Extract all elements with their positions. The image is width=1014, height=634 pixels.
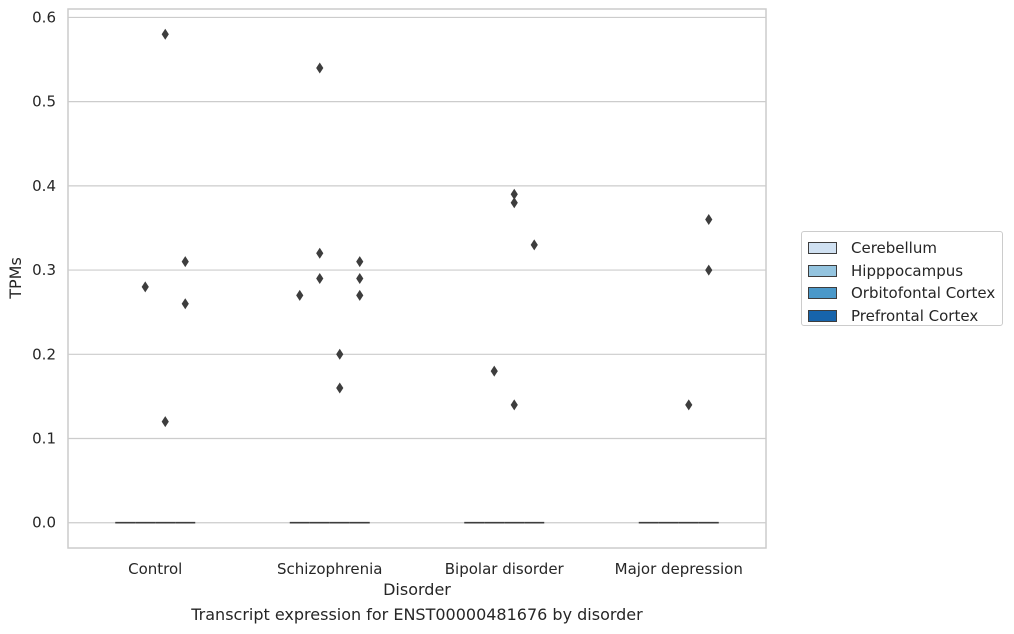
legend-swatch [808,309,837,322]
x-tick-label: Bipolar disorder [445,560,565,578]
legend-label: Hipppocampus [851,261,964,280]
y-tick-label: 0.1 [32,430,56,448]
outliers [141,28,713,428]
legend-label: Prefrontal Cortex [851,306,979,325]
outlier-point [356,256,364,268]
outlier-point [510,197,518,209]
y-axis-title: TPMs [6,257,25,300]
outlier-point [685,399,693,411]
outlier-point [141,281,149,293]
y-tick-label: 0.4 [32,177,56,195]
legend-item: Cerebellum [808,237,1002,260]
x-axis-title: Disorder [383,580,451,599]
outlier-point [336,348,344,360]
legend-swatch [808,287,837,300]
outlier-point [705,264,713,276]
y-tick-label: 0.0 [32,514,56,532]
outlier-point [181,256,189,268]
outlier-point [510,399,518,411]
x-tick-label: Control [128,560,182,578]
outlier-point [316,273,324,284]
outlier-point [356,273,364,284]
legend-swatch [808,264,837,277]
y-tick-label: 0.2 [32,345,56,363]
x-tick-labels: Control Schizophrenia Bipolar disorder Majo… [128,560,743,578]
outlier-point [296,289,304,301]
legend-item: Hipppocampus [808,260,1002,283]
outlier-point [316,62,324,74]
outlier-point [510,188,518,200]
y-tick-label: 0.3 [32,261,56,279]
outlier-point [336,382,344,394]
outlier-point [161,416,169,428]
outlier-point [181,298,189,310]
legend-swatch [808,242,837,255]
outlier-point [705,214,713,226]
y-tick-labels: 0.0 0.1 0.2 0.3 0.4 0.5 0.6 [32,8,56,531]
grid-lines [68,16,766,524]
chart-caption: Transcript expression for ENST0000048167… [191,605,643,624]
outlier-point [490,365,498,377]
outlier-point [161,28,169,40]
outlier-point [316,247,324,259]
legend-label: Orbitofontal Cortex [851,284,996,303]
legend-item: Orbitofontal Cortex [808,282,1002,305]
y-tick-label: 0.6 [32,8,56,26]
y-tick-label: 0.5 [32,93,56,111]
legend: Cerebellum Hipppocampus Orbitofontal Corte… [801,231,1003,326]
x-tick-label: Schizophrenia [277,560,382,578]
outlier-point [530,239,538,251]
outlier-point [356,289,364,301]
legend-label: Cerebellum [851,239,937,258]
legend-item: Prefrontal Cortex [808,305,1002,328]
plot-frame [67,8,767,549]
x-tick-label: Major depression [615,560,743,578]
